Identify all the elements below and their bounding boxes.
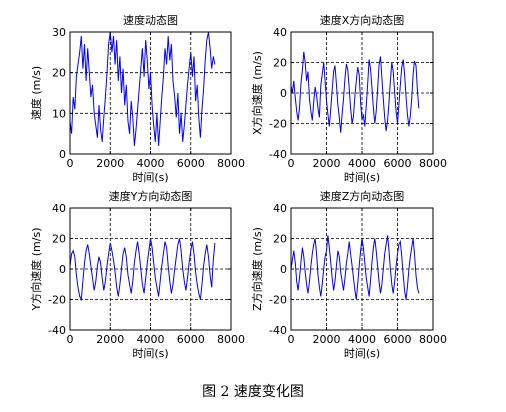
figure-caption: 图 2 速度变化图 [202,384,304,400]
x-tick-label: 0 [67,157,74,170]
chart-title: 速度X方向动态图 [320,13,405,27]
y-tick-label: 20 [273,57,287,70]
x-axis-label: 时间(s) [344,171,380,184]
x-tick-label: 6000 [177,333,205,346]
x-axis-label: 时间(s) [132,347,168,360]
x-axis-label: 时间(s) [132,171,168,184]
y-tick-label: 20 [273,233,287,246]
y-tick-label: 10 [52,107,66,120]
x-tick-label: 8000 [419,333,447,346]
x-axis-label: 时间(s) [344,347,380,360]
y-tick-label: 0 [280,87,287,100]
chart-title: 速度Z方向动态图 [320,189,405,203]
y-tick-label: 20 [52,67,66,80]
y-tick-label: -20 [269,118,287,131]
y-axis-label: X方向速度 (m/s) [250,51,264,135]
y-tick-label: 40 [52,202,66,215]
chart-title: 速度动态图 [123,13,178,27]
y-axis-label: 速度 (m/s) [29,66,43,120]
panel-speed-z: 0 2000 4000 6000 8000 -40 -20 0 20 40 速度Z方向动态图时间(s… [250,189,447,360]
x-tick-label: 2000 [96,333,124,346]
x-tick-label: 8000 [217,157,245,170]
y-tick-label: -40 [48,324,66,337]
x-tick-label: 8000 [217,333,245,346]
x-tick-label: 4000 [348,157,376,170]
x-tick-label: 4000 [348,333,376,346]
series-line [290,235,420,300]
y-tick-label: 30 [52,26,66,39]
y-tick-label: 40 [273,26,287,39]
y-tick-label: 40 [273,202,287,215]
panel-speed-y: 0 2000 4000 6000 8000 -40 -20 0 20 40 速度Y方向动态图时间(s… [29,189,245,360]
y-tick-label: -20 [48,294,66,307]
series-line [290,51,420,133]
panel-speed-x: 0 2000 4000 6000 8000 -40 -20 0 20 40 速度X方向动态图时间(s… [250,13,447,184]
x-tick-label: 2000 [313,333,341,346]
x-tick-label: 4000 [137,333,165,346]
x-tick-label: 0 [288,333,295,346]
series-line [69,238,216,302]
x-tick-label: 0 [288,157,295,170]
x-tick-label: 4000 [137,157,165,170]
y-axis-label: Y方向速度 (m/s) [29,228,43,312]
x-tick-label: 0 [67,333,74,346]
x-tick-label: 6000 [384,333,412,346]
x-tick-label: 2000 [313,157,341,170]
chart-title: 速度Y方向动态图 [109,189,193,203]
y-tick-label: 0 [59,263,66,276]
x-tick-label: 6000 [177,157,205,170]
y-axis-label: Z方向速度 (m/s) [250,227,264,311]
y-tick-label: 20 [52,233,66,246]
x-tick-label: 2000 [96,157,124,170]
y-tick-label: -40 [269,324,287,337]
y-tick-label: 0 [280,263,287,276]
y-tick-label: -20 [269,294,287,307]
x-tick-label: 8000 [419,157,447,170]
y-tick-label: -40 [269,148,287,161]
y-tick-label: 0 [59,148,66,161]
x-tick-label: 6000 [384,157,412,170]
series-line [69,31,216,146]
